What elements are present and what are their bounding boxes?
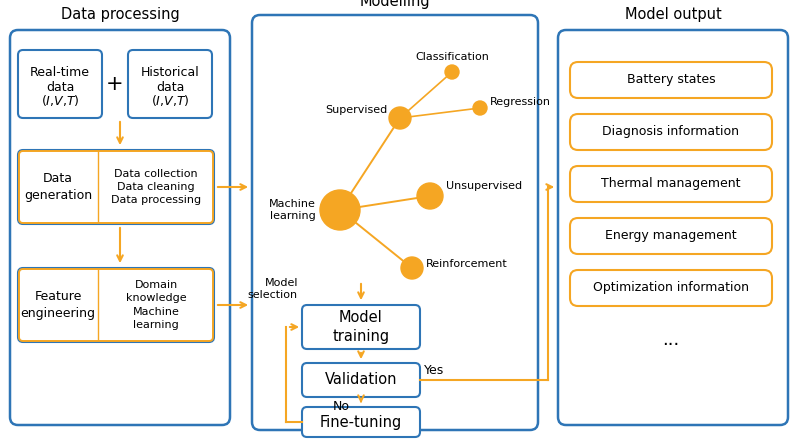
Text: Model
training: Model training — [333, 310, 390, 344]
Text: Model
selection: Model selection — [248, 278, 298, 300]
FancyBboxPatch shape — [302, 363, 420, 397]
Text: Yes: Yes — [424, 365, 444, 377]
Circle shape — [473, 101, 487, 115]
Text: Machine
learning: Machine learning — [269, 199, 316, 221]
Text: Model output: Model output — [625, 7, 722, 22]
Text: Optimization information: Optimization information — [593, 282, 749, 294]
Text: Battery states: Battery states — [626, 73, 715, 87]
FancyBboxPatch shape — [18, 150, 214, 224]
Text: +: + — [106, 74, 124, 94]
Text: Feature
engineering: Feature engineering — [21, 290, 95, 320]
Text: Domain
knowledge
Machine
learning: Domain knowledge Machine learning — [126, 280, 186, 330]
FancyBboxPatch shape — [18, 50, 102, 118]
FancyBboxPatch shape — [570, 62, 772, 98]
FancyBboxPatch shape — [252, 15, 538, 430]
Text: Supervised: Supervised — [325, 105, 387, 115]
Text: Data processing: Data processing — [61, 7, 179, 22]
Text: Regression: Regression — [490, 97, 551, 107]
FancyBboxPatch shape — [570, 166, 772, 202]
Text: Thermal management: Thermal management — [602, 178, 741, 191]
Text: ($I$,$V$,$T$): ($I$,$V$,$T$) — [150, 92, 190, 107]
FancyBboxPatch shape — [18, 268, 214, 342]
FancyBboxPatch shape — [10, 30, 230, 425]
Text: Modelling: Modelling — [360, 0, 430, 9]
Circle shape — [445, 65, 459, 79]
Text: Data collection
Data cleaning
Data processing: Data collection Data cleaning Data proce… — [111, 169, 201, 205]
Text: Classification: Classification — [415, 52, 489, 62]
Text: Real-time
data: Real-time data — [30, 66, 90, 94]
Text: ($I$,$V$,$T$): ($I$,$V$,$T$) — [41, 92, 79, 107]
Text: Diagnosis information: Diagnosis information — [602, 126, 739, 138]
Text: Unsupervised: Unsupervised — [446, 181, 522, 191]
FancyBboxPatch shape — [302, 305, 420, 349]
Text: Historical
data: Historical data — [141, 66, 199, 94]
Text: Fine-tuning: Fine-tuning — [320, 415, 402, 430]
FancyBboxPatch shape — [302, 407, 420, 437]
Text: Reinforcement: Reinforcement — [426, 259, 508, 269]
Text: Data
generation: Data generation — [24, 172, 92, 202]
Text: ...: ... — [662, 331, 680, 349]
FancyBboxPatch shape — [570, 114, 772, 150]
FancyBboxPatch shape — [570, 218, 772, 254]
Text: Validation: Validation — [325, 373, 398, 388]
Circle shape — [389, 107, 411, 129]
FancyBboxPatch shape — [128, 50, 212, 118]
Text: Energy management: Energy management — [605, 229, 737, 243]
Circle shape — [320, 190, 360, 230]
FancyBboxPatch shape — [558, 30, 788, 425]
FancyBboxPatch shape — [570, 270, 772, 306]
Text: No: No — [333, 400, 350, 414]
Circle shape — [417, 183, 443, 209]
Circle shape — [401, 257, 423, 279]
